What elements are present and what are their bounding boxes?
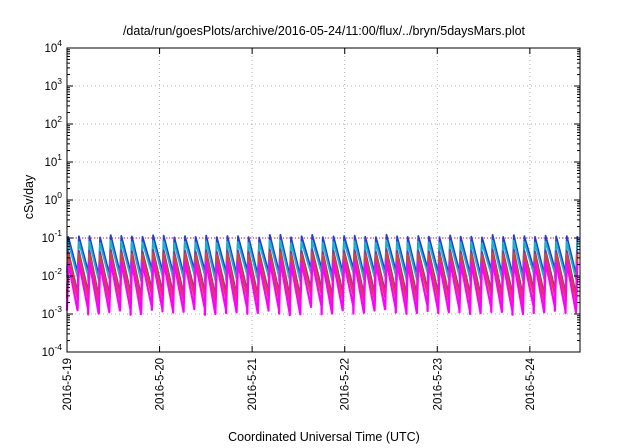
y-tick-label: 10-3 (42, 304, 63, 321)
x-tick-label: 2016-5-23 (432, 358, 444, 410)
y-tick-label: 103 (44, 76, 62, 93)
x-tick-label: 2016-5-19 (62, 358, 74, 410)
y-tick-label: 10-2 (42, 266, 63, 283)
y-tick-label: 10-4 (42, 342, 63, 359)
x-tick-label: 2016-5-22 (340, 358, 352, 410)
x-axis: 2016-5-19 2016-5-20 2016-5-21 2016-5-22 2016… (62, 357, 537, 410)
chart-title: /data/run/goesPlots/archive/2016-05-24/1… (123, 24, 526, 38)
y-tick-label: 100 (44, 190, 62, 207)
y-axis: 104 103 102 101 100 10-1 10-2 10-3 10-4 (42, 38, 63, 359)
y-tick-label: 10-1 (42, 228, 63, 245)
y-axis-label: cSv/day (22, 174, 36, 219)
x-tick-label: 2016-5-24 (525, 357, 537, 410)
plot-border (66, 47, 581, 353)
plot-frame (66, 47, 581, 353)
x-tick-label: 2016-5-21 (247, 358, 259, 410)
y-tick-label: 101 (44, 152, 62, 169)
series-layer (65, 233, 580, 317)
y-tick-label: 102 (44, 114, 62, 131)
series-line (65, 259, 579, 317)
y-tick-label: 104 (44, 38, 62, 55)
x-axis-label: Coordinated Universal Time (UTC) (228, 430, 420, 444)
x-tick-label: 2016-5-20 (155, 358, 167, 410)
